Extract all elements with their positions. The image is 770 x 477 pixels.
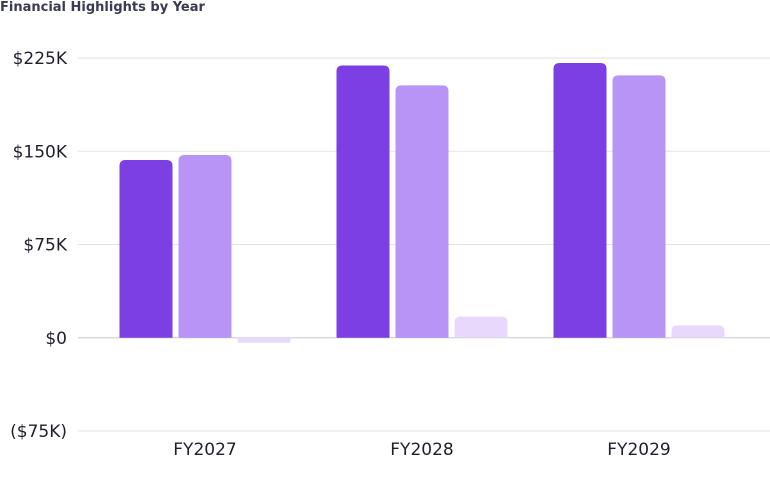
bar-fy2029-series-2 xyxy=(612,75,666,338)
bar-fy2028-series-1 xyxy=(336,65,390,338)
y-tick-label: ($75K) xyxy=(10,422,67,442)
y-tick-label: $225K xyxy=(13,49,68,69)
y-tick-label: $150K xyxy=(13,142,68,162)
chart-title: Financial Highlights by Year xyxy=(0,0,205,15)
x-tick-label: FY2029 xyxy=(607,440,670,460)
x-axis: FY2027 FY2028 FY2029 xyxy=(173,440,670,460)
y-tick-label: $0 xyxy=(45,329,67,349)
bar-fy2028-series-2 xyxy=(395,85,449,338)
bar-fy2027-series-3 xyxy=(237,337,291,343)
x-tick-label: FY2027 xyxy=(173,440,236,460)
bar-fy2029-series-3 xyxy=(671,325,725,338)
bar-fy2028-series-3 xyxy=(454,316,508,338)
bar-fy2027-series-2 xyxy=(178,154,232,338)
y-axis: $225K $150K $75K $0 ($75K) xyxy=(10,49,68,442)
y-tick-label: $75K xyxy=(23,236,67,256)
x-tick-label: FY2028 xyxy=(390,440,453,460)
bar-fy2027-series-1 xyxy=(119,159,173,338)
bars xyxy=(119,62,725,343)
bar-fy2029-series-1 xyxy=(553,62,607,338)
